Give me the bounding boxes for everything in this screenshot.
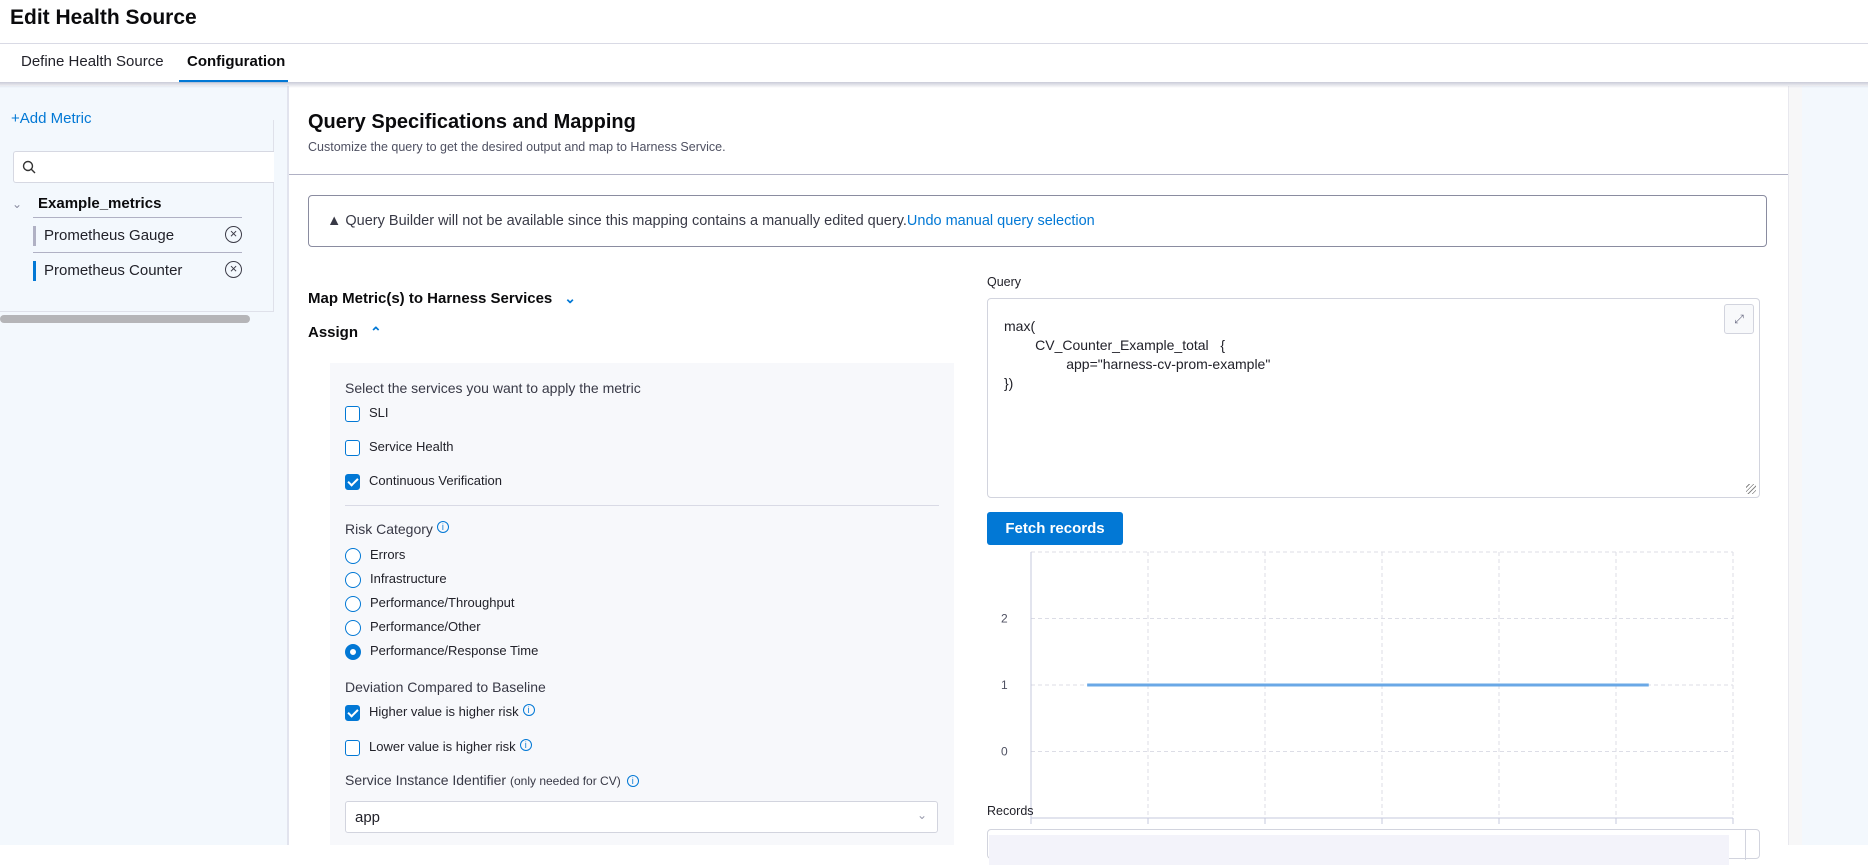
expand-icon[interactable]: ⤢ xyxy=(1724,304,1754,334)
higher-risk-checkbox[interactable]: Higher value is higher risk i xyxy=(345,704,535,721)
item-indicator xyxy=(33,226,36,246)
horizontal-scrollbar[interactable] xyxy=(0,315,250,323)
checkbox-checked[interactable] xyxy=(345,473,360,490)
right-gutter xyxy=(1788,86,1802,845)
radio-label: Performance/Other xyxy=(370,619,481,634)
risk-other-radio[interactable]: Performance/Other xyxy=(345,619,481,636)
page-title: Edit Health Source xyxy=(10,6,197,29)
sii-note: (only needed for CV) xyxy=(509,774,621,788)
map-metrics-label: Map Metric(s) to Harness Services xyxy=(308,290,553,307)
records-chart: 01211:50 am12:15 pm12:40 pm1:05 pm1:30 p… xyxy=(1001,551,1734,845)
fetch-records-button[interactable]: Fetch records xyxy=(987,512,1123,545)
query-textarea[interactable]: max( CV_Counter_Example_total { app="har… xyxy=(987,298,1760,498)
warning-banner: ▲ Query Builder will not be available si… xyxy=(308,195,1767,247)
divider xyxy=(345,505,939,506)
info-icon[interactable]: i xyxy=(626,775,639,787)
section-subtitle: Customize the query to get the desired o… xyxy=(308,140,726,154)
radio[interactable] xyxy=(345,547,361,564)
radio-label: Performance/Response Time xyxy=(370,643,539,658)
search-input[interactable] xyxy=(13,151,274,183)
info-icon[interactable]: i xyxy=(522,704,535,716)
service-instance-label: Service Instance Identifier (only needed… xyxy=(345,772,639,788)
header-divider xyxy=(0,43,1868,44)
radio-label: Errors xyxy=(370,547,406,562)
map-metrics-toggle[interactable]: Map Metric(s) to Harness Services ⌄ xyxy=(308,290,576,307)
search-icon xyxy=(22,160,36,174)
remove-circle-icon[interactable]: × xyxy=(225,261,242,278)
query-label: Query xyxy=(987,275,1022,289)
service-instance-select[interactable]: app ⌄ xyxy=(345,801,938,833)
checkbox[interactable] xyxy=(345,405,360,422)
metric-item-label: Prometheus Gauge xyxy=(44,227,175,244)
chevron-down-icon: ⌄ xyxy=(916,808,927,822)
undo-manual-query-link[interactable]: Undo manual query selection xyxy=(906,213,1095,229)
risk-errors-radio[interactable]: Errors xyxy=(345,547,405,564)
tab-configuration[interactable]: Configuration xyxy=(187,53,286,70)
checkbox-label: SLI xyxy=(369,405,389,420)
assign-toggle[interactable]: Assign ⌃ xyxy=(308,324,382,341)
chevron-down-icon: ⌄ xyxy=(564,290,576,306)
vertical-scrollbar[interactable] xyxy=(1745,830,1759,860)
radio-label: Infrastructure xyxy=(370,571,447,586)
records-header xyxy=(989,835,1729,865)
risk-response-time-radio[interactable]: Performance/Response Time xyxy=(345,643,538,660)
service-health-checkbox[interactable]: Service Health xyxy=(345,439,454,456)
risk-category-label: Risk Category i xyxy=(345,521,449,537)
checkbox[interactable] xyxy=(345,439,360,456)
checkbox-checked[interactable] xyxy=(345,704,360,721)
add-metric-button[interactable]: +Add Metric xyxy=(11,110,92,127)
sidebar xyxy=(0,86,288,845)
metric-tree-panel xyxy=(0,120,274,312)
metric-item-label: Prometheus Counter xyxy=(44,262,183,279)
right-background xyxy=(1802,86,1868,845)
radio[interactable] xyxy=(345,571,361,588)
metric-group-label: Example_metrics xyxy=(38,195,162,212)
y-tick-label: 1 xyxy=(1001,678,1008,692)
continuous-verification-checkbox[interactable]: Continuous Verification xyxy=(345,473,502,490)
lower-risk-checkbox[interactable]: Lower value is higher risk i xyxy=(345,739,532,756)
radio-label: Performance/Throughput xyxy=(370,595,515,610)
assign-label: Assign xyxy=(308,324,359,341)
chevron-down-icon: ⌄ xyxy=(12,197,23,211)
checkbox-label: Lower value is higher risk xyxy=(369,739,516,754)
radio-selected[interactable] xyxy=(345,643,361,660)
tabbar-shadow xyxy=(0,82,1868,88)
info-icon[interactable]: i xyxy=(436,521,449,533)
metric-group[interactable]: ⌄ Example_metrics xyxy=(12,195,161,212)
checkbox-label: Higher value is higher risk xyxy=(369,704,519,719)
checkbox[interactable] xyxy=(345,739,360,756)
y-tick-label: 2 xyxy=(1001,612,1008,626)
item-indicator xyxy=(33,261,36,281)
remove-circle-icon[interactable]: × xyxy=(225,226,242,243)
section-title: Query Specifications and Mapping xyxy=(308,111,636,133)
radio[interactable] xyxy=(345,619,361,636)
select-services-label: Select the services you want to apply th… xyxy=(345,380,641,396)
warning-icon: ▲ xyxy=(327,213,346,229)
chevron-up-icon: ⌃ xyxy=(370,324,382,340)
info-icon[interactable]: i xyxy=(519,739,532,751)
checkbox-label: Continuous Verification xyxy=(369,473,502,488)
warning-text: Query Builder will not be available sinc… xyxy=(345,213,907,229)
deviation-label: Deviation Compared to Baseline xyxy=(345,679,546,695)
records-table xyxy=(987,829,1760,865)
radio[interactable] xyxy=(345,595,361,612)
sii-label-text: Service Instance Identifier xyxy=(345,772,507,788)
risk-category-text: Risk Category xyxy=(345,521,433,537)
resize-handle[interactable] xyxy=(1746,484,1756,494)
select-value: app xyxy=(355,809,381,826)
section-divider xyxy=(289,174,1788,175)
checkbox-label: Service Health xyxy=(369,439,454,454)
assign-panel xyxy=(330,363,954,845)
risk-infrastructure-radio[interactable]: Infrastructure xyxy=(345,571,447,588)
y-tick-label: 0 xyxy=(1001,745,1008,759)
risk-throughput-radio[interactable]: Performance/Throughput xyxy=(345,595,515,612)
records-label: Records xyxy=(987,804,1034,818)
metric-item-prometheus-gauge[interactable]: Prometheus Gauge × xyxy=(33,217,242,253)
tab-define-health-source[interactable]: Define Health Source xyxy=(21,53,164,70)
metric-item-prometheus-counter[interactable]: Prometheus Counter × xyxy=(33,252,242,288)
sli-checkbox[interactable]: SLI xyxy=(345,405,389,422)
active-tab-indicator xyxy=(179,80,288,83)
